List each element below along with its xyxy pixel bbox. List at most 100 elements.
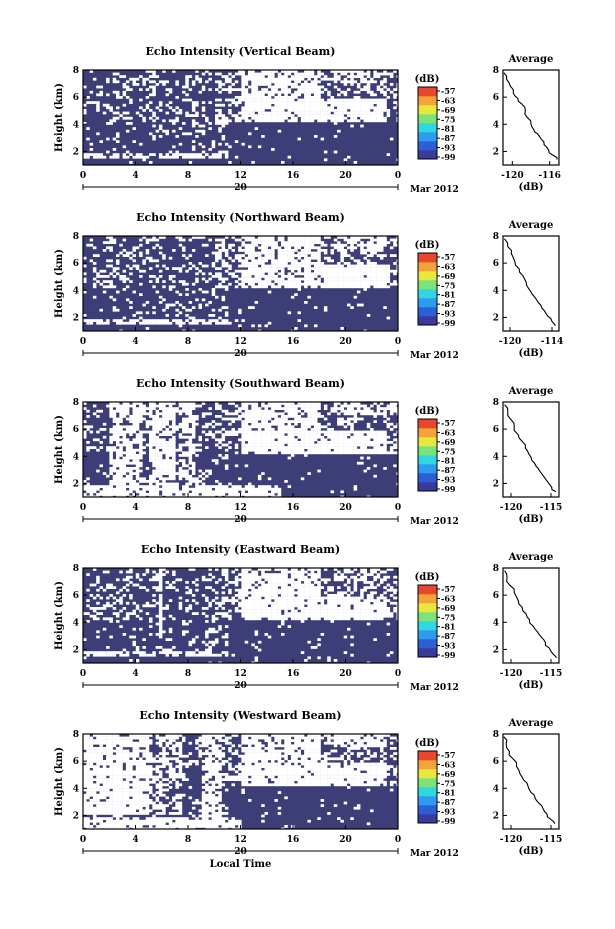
heatmap-cell	[139, 653, 143, 657]
heatmap-cell	[290, 277, 295, 281]
heatmap-cell	[257, 591, 262, 595]
heatmap-cell	[294, 438, 298, 442]
heatmap-cell	[366, 407, 371, 410]
heatmap-cell	[307, 98, 311, 102]
heatmap-cell	[135, 474, 140, 478]
heatmap-cell	[353, 285, 358, 289]
heatmap-cell	[343, 425, 348, 429]
heatmap-cell	[92, 277, 97, 281]
heatmap-cell	[277, 402, 282, 405]
heatmap-cell	[277, 422, 282, 426]
colorbar-frame	[417, 252, 438, 326]
heatmap-cell	[182, 633, 186, 636]
heatmap-cell	[168, 446, 173, 449]
heatmap-cell	[304, 109, 308, 112]
heatmap-cell	[129, 446, 133, 449]
heatmap-cell	[238, 256, 242, 260]
heatmap-cell	[257, 277, 262, 281]
heatmap-cell	[347, 246, 351, 250]
heatmap-cell	[155, 493, 160, 496]
heatmap-cell	[380, 280, 384, 283]
heatmap-cell	[228, 256, 232, 260]
heatmap-cell	[109, 412, 113, 416]
heatmap-cell	[248, 106, 252, 110]
heatmap-cell	[218, 612, 222, 615]
heatmap-cell	[281, 433, 285, 436]
heatmap-cell	[343, 430, 348, 434]
heatmap-cell	[271, 70, 275, 73]
heatmap-cell	[96, 578, 100, 582]
heatmap-cell	[125, 570, 130, 574]
heatmap-cell	[248, 581, 252, 584]
heatmap-cell	[320, 243, 325, 247]
heatmap-cell	[224, 430, 229, 434]
heatmap-cell	[102, 422, 107, 426]
heatmap-cell	[201, 264, 206, 268]
heatmap-cell	[257, 493, 262, 496]
heatmap-cell	[155, 264, 160, 268]
heatmap-cell	[254, 106, 259, 110]
heatmap-cell	[102, 607, 107, 610]
heatmap-cell	[297, 402, 301, 405]
heatmap-cell	[168, 155, 173, 159]
heatmap-cell	[307, 425, 311, 429]
heatmap-cell	[185, 409, 189, 413]
heatmap-cell	[314, 106, 318, 110]
heatmap-cell	[142, 417, 146, 421]
heatmap-cell	[356, 461, 361, 465]
heatmap-cell	[314, 412, 318, 416]
heatmap-cell	[238, 485, 242, 488]
heatmap-cell	[135, 435, 140, 439]
heatmap-cell	[185, 425, 189, 429]
heatmap-cell	[201, 412, 206, 416]
heatmap-cell	[185, 85, 189, 89]
heatmap-cell	[231, 493, 235, 496]
heatmap-cell	[360, 275, 364, 278]
heatmap-cell	[241, 588, 245, 592]
heatmap-cell	[307, 236, 311, 239]
heatmap-cell	[218, 243, 222, 247]
heatmap-cell	[261, 72, 265, 76]
heatmap-cell	[363, 98, 367, 102]
heatmap-cell	[221, 586, 226, 589]
heatmap-cell	[370, 251, 374, 255]
heatmap-cell	[360, 280, 364, 283]
heatmap-cell	[145, 249, 150, 252]
heatmap-cell	[241, 93, 245, 97]
heatmap-cell	[106, 446, 110, 449]
heatmap-cell	[218, 142, 222, 146]
heatmap-cell	[231, 420, 235, 423]
heatmap-cell	[165, 607, 169, 610]
average-profile-line	[503, 238, 556, 326]
heatmap-cell	[251, 72, 255, 76]
heatmap-cell	[132, 493, 136, 496]
heatmap-cell	[271, 275, 275, 278]
heatmap-cell	[162, 607, 166, 610]
heatmap-cell	[373, 275, 377, 278]
heatmap-cell	[139, 402, 143, 405]
heatmap-cell	[215, 404, 219, 408]
heatmap-cell	[297, 243, 301, 247]
heatmap-cell	[290, 249, 295, 252]
heatmap-cell	[261, 438, 265, 442]
heatmap-cell	[271, 249, 275, 252]
heatmap-cell	[191, 428, 196, 431]
heatmap-cell	[125, 575, 130, 579]
heatmap-cell	[257, 477, 262, 481]
heatmap-cell	[327, 98, 331, 102]
heatmap-cell	[300, 417, 305, 421]
heatmap-cell	[152, 433, 156, 436]
heatmap-cell	[122, 153, 127, 156]
heatmap-cell	[383, 272, 387, 276]
heatmap-cell	[366, 83, 371, 86]
heatmap-cell	[340, 407, 344, 410]
heatmap-cell	[244, 601, 249, 605]
heatmap-cell	[175, 490, 179, 494]
heatmap-cell	[92, 269, 97, 273]
heatmap-cell	[185, 485, 189, 488]
heatmap-cell	[274, 407, 278, 410]
heatmap-cell	[314, 80, 318, 84]
heatmap-cell	[119, 277, 123, 281]
heatmap-cell	[287, 72, 292, 76]
heatmap-cell	[277, 443, 282, 447]
